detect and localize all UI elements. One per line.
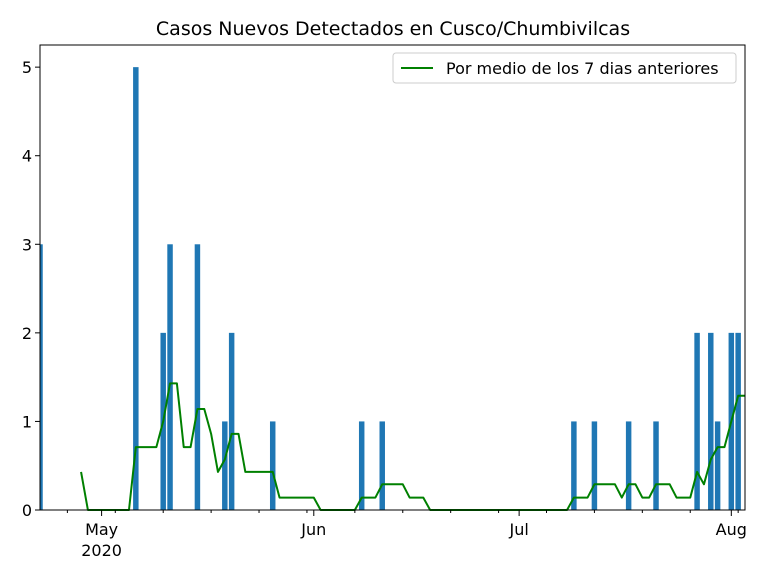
bar (591, 421, 598, 510)
legend-label: Por medio de los 7 dias anteriores (446, 59, 719, 78)
bar (222, 421, 228, 510)
x-tick-label: May (85, 520, 118, 539)
y-tick-label: 3 (22, 235, 32, 254)
x-tick-label: Aug (716, 520, 747, 539)
bar (571, 421, 577, 510)
bar (228, 332, 235, 510)
bar (708, 332, 714, 510)
bar (358, 421, 365, 510)
bar (40, 244, 43, 511)
bar (167, 244, 173, 511)
bar (653, 421, 659, 510)
bar (194, 244, 201, 511)
bar (694, 332, 700, 510)
plot-frame (39, 44, 746, 511)
y-tick-label: 4 (22, 147, 32, 166)
y-axis: 0 1 2 3 4 5 (22, 58, 40, 520)
x-tick-label: Jul (508, 520, 528, 539)
bar (625, 421, 632, 510)
series-line (80, 382, 745, 511)
legend-box (392, 52, 737, 84)
bar (714, 421, 721, 510)
y-tick-label: 2 (22, 324, 32, 343)
bar (379, 421, 385, 510)
chart-title: Casos Nuevos Detectados en Cusco/Chumbiv… (156, 18, 630, 40)
line-group (80, 382, 745, 511)
bar (735, 332, 741, 510)
y-tick-label: 5 (22, 58, 32, 77)
bar (133, 67, 139, 511)
x-tick-sublabel: 2020 (81, 541, 122, 560)
y-tick-label: 1 (22, 412, 32, 431)
x-tick-label: Jun (300, 520, 326, 539)
x-axis: May 2020 Jun Jul Aug (66, 510, 747, 560)
bar (269, 421, 276, 510)
legend: Por medio de los 7 dias anteriores (392, 52, 737, 84)
y-tick-label: 0 (22, 501, 32, 520)
